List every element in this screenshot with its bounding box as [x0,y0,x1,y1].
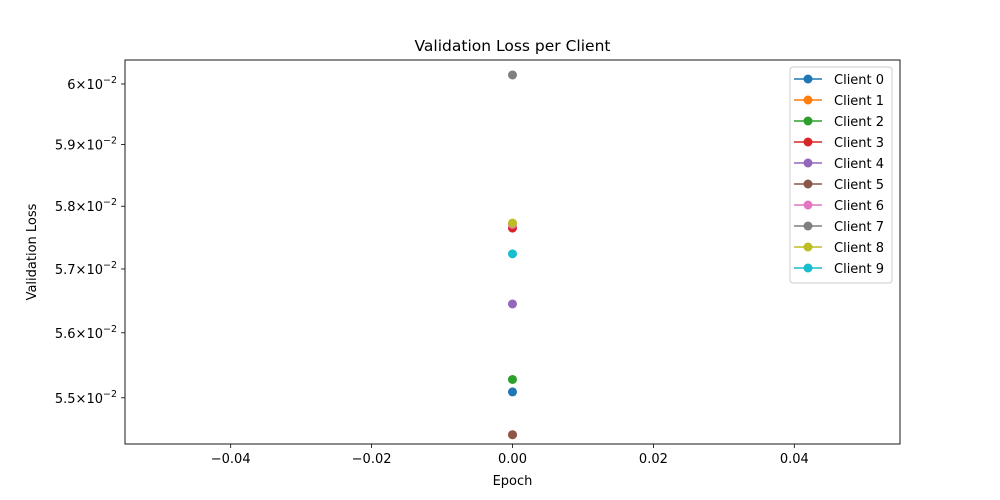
x-tick-label: 0.02 [639,452,668,467]
legend-marker [803,137,813,147]
y-tick-mantissa: 5.9 [55,139,76,154]
data-point-client-9 [508,249,517,259]
legend: Client 0 Client 1 Client 2 Client 3 Client 4… [789,66,893,284]
legend-marker [803,116,813,126]
legend-label: Client 4 [834,157,884,172]
legend-label: Client 1 [834,94,884,109]
legend-label: Client 6 [834,199,884,214]
y-tick-label: 6×10−2 [67,75,117,93]
plot-area-frame [124,59,901,445]
legend-item-client-7: Client 7 [794,220,884,235]
legend-marker [803,95,813,105]
data-point-client-0 [508,387,517,397]
y-axis-ticks: 5.5×10−25.6×10−25.7×10−25.8×10−25.9×10−2… [55,75,125,407]
legend-item-client-0: Client 0 [794,73,884,88]
legend-marker [803,74,813,84]
x-tick-label: 0.00 [498,452,527,467]
legend-marker [803,179,813,189]
legend-item-client-2: Client 2 [794,115,884,130]
legend-label: Client 8 [834,241,884,256]
data-point-client-2 [508,374,517,384]
legend-item-client-1: Client 1 [794,94,884,109]
y-tick-exponent: −2 [103,260,117,271]
data-point-client-8 [508,218,517,228]
x-axis-label: Epoch [493,474,533,489]
y-tick-exponent: −2 [103,389,117,400]
x-axis-ticks: −0.04 −0.02 0.00 0.02 0.04 [211,444,809,467]
chart-title: Validation Loss per Client [415,37,611,55]
legend-label: Client 3 [834,136,884,151]
data-markers [508,70,517,440]
data-point-client-7 [508,70,517,80]
legend-item-client-9: Client 9 [794,262,884,277]
legend-marker [803,242,813,252]
legend-label: Client 7 [834,220,884,235]
y-tick-label: 5.8×10−2 [55,197,117,215]
legend-item-client-3: Client 3 [794,136,884,151]
x-tick-label: 0.04 [780,452,809,467]
legend-label: Client 9 [834,262,884,277]
legend-marker [803,158,813,168]
legend-item-client-4: Client 4 [794,157,884,172]
legend-marker [803,200,813,210]
y-tick-mantissa: 5.5 [55,392,76,407]
y-tick-base: ×10 [76,327,103,342]
y-tick-exponent: −2 [103,324,117,335]
y-tick-mantissa: 5.7 [55,263,76,278]
y-tick-label: 5.5×10−2 [55,389,117,407]
data-point-client-5 [508,430,517,440]
y-tick-exponent: −2 [103,136,117,147]
data-point-client-4 [508,299,517,309]
y-tick-label: 5.7×10−2 [55,260,117,278]
legend-item-client-5: Client 5 [794,178,884,193]
y-tick-base: ×10 [76,139,103,154]
y-tick-mantissa: 5.6 [55,327,76,342]
y-tick-base: ×10 [76,200,103,215]
legend-marker [803,221,813,231]
y-tick-exponent: −2 [103,197,117,208]
x-tick-label: −0.02 [352,452,392,467]
legend-label: Client 5 [834,178,884,193]
x-tick-label: −0.04 [211,452,251,467]
legend-label: Client 2 [834,115,884,130]
legend-label: Client 0 [834,73,884,88]
y-tick-label: 5.6×10−2 [55,324,117,342]
y-tick-base: ×10 [76,263,103,278]
legend-marker [803,263,813,273]
y-tick-mantissa: 6 [67,78,75,93]
legend-item-client-8: Client 8 [794,241,884,256]
y-tick-exponent: −2 [103,75,117,86]
y-tick-mantissa: 5.8 [55,200,76,215]
y-tick-base: ×10 [76,78,103,93]
y-tick-base: ×10 [76,392,103,407]
legend-item-client-6: Client 6 [794,199,884,214]
y-tick-label: 5.9×10−2 [55,136,117,154]
y-axis-label: Validation Loss [25,203,40,300]
